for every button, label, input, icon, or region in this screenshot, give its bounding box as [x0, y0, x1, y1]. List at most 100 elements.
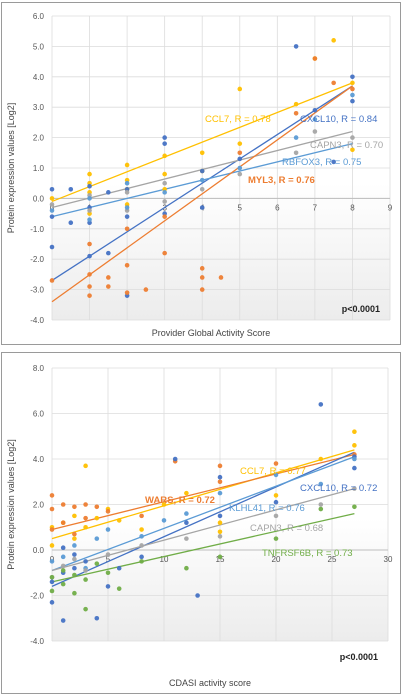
data-point [49, 575, 55, 580]
y-tick-label: 3.0 [33, 103, 45, 112]
data-point [105, 570, 111, 576]
data-point [49, 278, 55, 283]
data-point [87, 183, 92, 189]
data-point [60, 502, 66, 507]
data-point [49, 244, 55, 250]
data-point [94, 504, 100, 510]
data-point [273, 499, 279, 505]
data-point [87, 253, 92, 259]
data-point [72, 543, 77, 548]
data-point [331, 159, 336, 165]
data-point [60, 545, 66, 551]
data-point [350, 92, 355, 98]
data-point [49, 588, 55, 594]
x-tick-label: 7 [313, 203, 318, 212]
y-tick-label: 2.0 [33, 134, 45, 143]
data-point [124, 190, 130, 195]
data-point [293, 150, 299, 156]
data-point [60, 554, 66, 560]
data-point [350, 86, 355, 92]
data-point [162, 171, 167, 177]
data-point [139, 543, 144, 548]
data-point [139, 559, 144, 564]
data-point [83, 463, 88, 469]
data-point [83, 568, 88, 573]
x-axis-title: Provider Global Activity Score [152, 328, 271, 338]
y-tick-label: 4.0 [33, 455, 45, 464]
data-point [195, 593, 200, 598]
trendline-tnfrsf6b [51, 512, 355, 583]
data-point [105, 509, 111, 514]
y-tick-label: 6.0 [33, 12, 45, 21]
data-point [293, 101, 299, 107]
series-label: TNFRSF6B, R = 0.73 [262, 548, 353, 559]
data-point [237, 171, 243, 177]
data-point [60, 581, 66, 587]
data-point [217, 490, 223, 496]
data-point [49, 559, 55, 564]
data-point [116, 565, 122, 571]
data-point [352, 443, 357, 448]
data-point [162, 180, 167, 186]
data-point [162, 190, 167, 195]
x-tick-label: 30 [384, 555, 393, 564]
trendline-wars [51, 453, 355, 531]
data-point [94, 515, 100, 521]
series-label: KLHL41, R = 0.76 [229, 503, 305, 514]
data-point [217, 474, 223, 480]
data-point [87, 217, 92, 222]
data-point [184, 511, 189, 516]
data-point [217, 554, 223, 560]
y-tick-label: 4.0 [33, 73, 45, 82]
data-point [184, 536, 189, 541]
data-point [49, 506, 55, 512]
data-point [217, 479, 223, 485]
x-tick-label: 5 [238, 203, 243, 212]
y-tick-label: 2.0 [33, 501, 45, 510]
data-point [49, 579, 55, 585]
data-point [218, 275, 224, 280]
series-label: CXCL10, R = 0.84 [300, 114, 377, 125]
x-tick-label: 9 [388, 203, 393, 212]
x-tick-label: 6 [275, 203, 280, 212]
data-point [217, 529, 223, 535]
series-label: CXCL10, R = 0.72 [300, 483, 377, 494]
data-point [293, 44, 299, 49]
y-tick-label: -2.0 [30, 255, 44, 264]
trendline-klhl41 [51, 456, 355, 572]
data-point [237, 150, 243, 156]
y-tick-label: -4.0 [30, 637, 44, 646]
series-label: RBFOX3, R = 0.75 [282, 157, 361, 168]
data-point [199, 205, 205, 210]
y-tick-label: 6.0 [33, 410, 45, 419]
x-tick-label: 5 [106, 555, 111, 564]
data-point [318, 502, 324, 507]
data-point [49, 186, 55, 192]
data-point [72, 565, 77, 571]
data-point [72, 536, 77, 541]
y-tick-label: 8.0 [33, 364, 45, 373]
x-tick-label: 20 [272, 555, 281, 564]
data-point [318, 456, 324, 462]
data-point [72, 572, 77, 578]
data-point [139, 534, 144, 539]
data-point [237, 86, 243, 92]
data-point [162, 135, 167, 140]
data-point [331, 38, 336, 43]
data-point [199, 150, 205, 156]
data-point [162, 153, 167, 159]
x-tick-label: 8 [350, 203, 355, 212]
data-point [72, 556, 77, 562]
data-point [161, 518, 167, 523]
data-point [199, 177, 205, 183]
data-point [217, 513, 223, 519]
data-point [87, 171, 92, 177]
data-point [116, 586, 122, 591]
data-point [139, 513, 144, 519]
data-point [106, 284, 111, 289]
data-point [139, 527, 144, 532]
data-point [352, 465, 357, 471]
y-tick-label: -4.0 [30, 316, 44, 325]
data-point [172, 456, 178, 462]
data-point [49, 214, 55, 219]
